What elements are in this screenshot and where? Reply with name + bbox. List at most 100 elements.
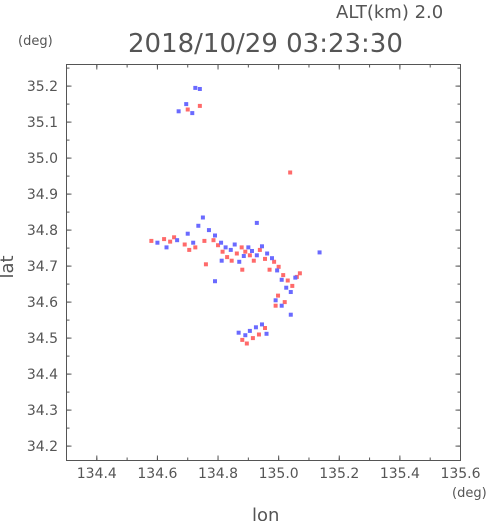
x-tick-label: 135.0 bbox=[259, 466, 299, 482]
negative-data-point bbox=[247, 328, 252, 333]
negative-data-point bbox=[197, 86, 202, 91]
y-tick-label: 34.7 bbox=[27, 259, 58, 275]
negative-data-point bbox=[259, 244, 264, 249]
negative-data-point bbox=[164, 245, 169, 250]
y-tick-label: 34.9 bbox=[27, 187, 58, 203]
y-unit-label: (deg) bbox=[18, 34, 53, 49]
negative-data-point bbox=[193, 85, 198, 90]
negative-data-point bbox=[243, 333, 248, 338]
positive-data-point bbox=[234, 251, 239, 256]
y-tick-label: 34.3 bbox=[27, 403, 58, 419]
negative-data-point bbox=[279, 277, 284, 282]
positive-data-point bbox=[172, 235, 177, 240]
plot-frame bbox=[66, 64, 461, 461]
altitude-label: ALT(km) 2.0 bbox=[336, 2, 443, 23]
positive-data-point bbox=[240, 337, 245, 342]
negative-data-point bbox=[288, 312, 293, 317]
positive-data-point bbox=[290, 283, 295, 288]
negative-data-point bbox=[236, 330, 241, 335]
data-points bbox=[149, 85, 322, 346]
x-tick-label: 134.4 bbox=[77, 466, 117, 482]
positive-data-point bbox=[240, 267, 245, 272]
negative-data-point bbox=[176, 109, 181, 114]
positive-data-point bbox=[225, 255, 230, 260]
positive-data-point bbox=[256, 332, 261, 337]
negative-data-point bbox=[200, 215, 205, 220]
negative-data-point bbox=[223, 245, 228, 250]
negative-data-point bbox=[175, 238, 180, 243]
negative-data-point bbox=[253, 325, 258, 330]
x-tick-label: 135.2 bbox=[319, 466, 359, 482]
y-tick-label: 35.1 bbox=[27, 115, 58, 131]
negative-data-point bbox=[284, 285, 289, 290]
negative-data-point bbox=[249, 248, 254, 253]
negative-data-point bbox=[237, 259, 242, 264]
positive-data-point bbox=[182, 242, 187, 247]
x-axis-label: lon bbox=[252, 505, 279, 521]
positive-data-point bbox=[288, 170, 293, 175]
y-tick-label: 34.5 bbox=[27, 331, 58, 347]
positive-data-point bbox=[202, 238, 207, 243]
y-tick-label: 35.2 bbox=[27, 79, 58, 95]
negative-data-point bbox=[196, 223, 201, 228]
negative-data-point bbox=[254, 220, 259, 225]
negative-data-point bbox=[190, 111, 195, 116]
positive-data-point bbox=[216, 243, 221, 248]
negative-data-point bbox=[317, 250, 322, 255]
positive-data-point bbox=[251, 258, 256, 263]
positive-data-point bbox=[185, 107, 190, 112]
negative-data-point bbox=[206, 228, 211, 233]
negative-data-point bbox=[191, 240, 196, 245]
positive-data-point bbox=[272, 259, 277, 264]
y-tick-label: 34.2 bbox=[27, 439, 58, 455]
x-tick-label: 135.4 bbox=[380, 466, 420, 482]
positive-data-point bbox=[267, 267, 272, 272]
negative-data-point bbox=[213, 233, 218, 238]
y-tick-label: 34.4 bbox=[27, 367, 58, 383]
negative-data-point bbox=[246, 245, 251, 250]
negative-data-point bbox=[155, 240, 160, 245]
y-tick-label: 35.0 bbox=[27, 151, 58, 167]
negative-data-point bbox=[264, 331, 269, 336]
negative-data-point bbox=[259, 322, 264, 327]
y-tick-label: 34.8 bbox=[27, 223, 58, 239]
positive-data-point bbox=[285, 278, 290, 283]
negative-data-point bbox=[241, 254, 246, 259]
positive-data-point bbox=[263, 326, 268, 331]
negative-data-point bbox=[219, 240, 224, 245]
positive-data-point bbox=[149, 238, 154, 243]
negative-data-point bbox=[288, 290, 293, 295]
x-tick-label: 134.6 bbox=[137, 466, 177, 482]
negative-data-point bbox=[275, 268, 280, 273]
positive-data-point bbox=[244, 341, 249, 346]
axis-ticks: 134.4 134.6 134.8 135.0 135.2 135.4 135.6 34.2 3… bbox=[27, 64, 481, 482]
positive-data-point bbox=[187, 247, 192, 252]
positive-data-point bbox=[247, 253, 252, 258]
positive-data-point bbox=[276, 264, 281, 269]
positive-data-point bbox=[273, 303, 278, 308]
negative-data-point bbox=[265, 251, 270, 256]
positive-data-point bbox=[162, 237, 167, 242]
positive-data-point bbox=[263, 256, 268, 261]
positive-data-point bbox=[229, 258, 234, 263]
y-tick-label: 34.6 bbox=[27, 295, 58, 311]
positive-data-point bbox=[281, 273, 286, 278]
negative-data-point bbox=[185, 231, 190, 236]
negative-data-point bbox=[228, 247, 233, 252]
positive-data-point bbox=[239, 245, 244, 250]
positive-data-point bbox=[211, 238, 216, 243]
x-unit-label: (deg) bbox=[452, 486, 487, 501]
positive-data-point bbox=[257, 247, 262, 252]
positive-data-point bbox=[203, 262, 208, 267]
negative-data-point bbox=[273, 298, 278, 303]
x-tick-label: 135.6 bbox=[440, 466, 480, 482]
positive-data-point bbox=[220, 249, 225, 254]
negative-data-point bbox=[279, 303, 284, 308]
positive-data-point bbox=[282, 300, 287, 305]
x-tick-label: 134.8 bbox=[198, 466, 238, 482]
negative-data-point bbox=[232, 242, 237, 247]
negative-data-point bbox=[293, 275, 298, 280]
negative-data-point bbox=[254, 253, 259, 258]
positive-data-point bbox=[197, 103, 202, 108]
